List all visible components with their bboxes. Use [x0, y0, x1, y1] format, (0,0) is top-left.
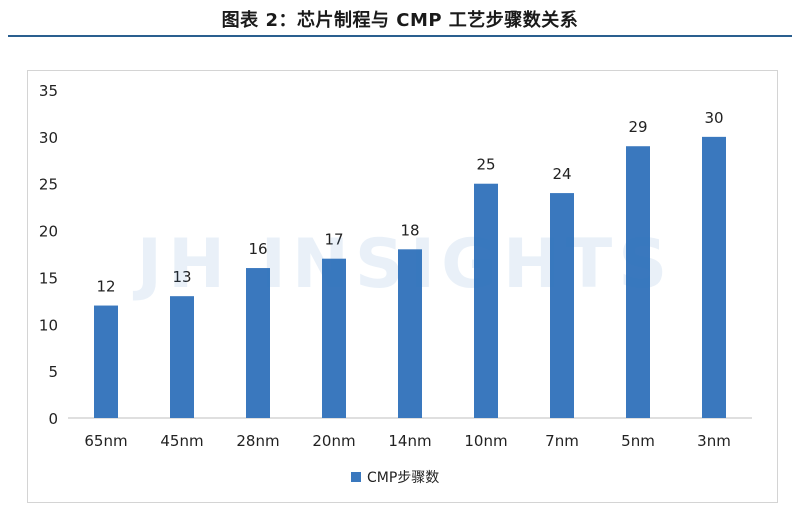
- y-tick-label: 10: [39, 316, 58, 334]
- x-tick-label: 7nm: [545, 432, 579, 450]
- data-label: 17: [324, 231, 343, 249]
- y-tick-label: 0: [48, 410, 58, 428]
- y-tick-label: 25: [39, 176, 58, 194]
- legend-swatch: [351, 472, 361, 482]
- bar: [474, 183, 498, 418]
- x-tick-label: 20nm: [312, 432, 355, 450]
- bar: [398, 249, 422, 418]
- bar: [322, 258, 346, 418]
- x-tick-label: 10nm: [464, 432, 507, 450]
- x-tick-label: 45nm: [160, 432, 203, 450]
- bar: [702, 136, 726, 418]
- legend-label: CMP步骤数: [367, 470, 439, 486]
- title-rule: [8, 35, 792, 37]
- x-tick-label: 3nm: [697, 432, 731, 450]
- figure-title: 图表 2：芯片制程与 CMP 工艺步骤数关系: [221, 10, 579, 31]
- y-tick-label: 5: [48, 363, 58, 381]
- x-tick-label: 5nm: [621, 432, 655, 450]
- data-label: 12: [96, 278, 115, 296]
- data-label: 18: [400, 221, 419, 239]
- data-label: 29: [628, 118, 647, 136]
- watermark: JH INSIGHTS: [136, 225, 674, 304]
- y-tick-label: 15: [39, 269, 58, 287]
- data-label: 24: [552, 165, 571, 183]
- bar: [626, 146, 650, 418]
- y-tick-label: 35: [39, 82, 58, 100]
- data-label: 30: [704, 109, 723, 127]
- x-tick-label: 14nm: [388, 432, 431, 450]
- y-tick-label: 20: [39, 223, 58, 241]
- bar: [246, 268, 270, 418]
- data-label: 13: [172, 268, 191, 286]
- data-label: 16: [248, 240, 267, 258]
- bar: [94, 305, 118, 418]
- data-label: 25: [476, 156, 495, 174]
- x-tick-label: 28nm: [236, 432, 279, 450]
- bar: [550, 193, 574, 418]
- x-tick-label: 65nm: [84, 432, 127, 450]
- y-tick-label: 30: [39, 129, 58, 147]
- bar: [170, 296, 194, 418]
